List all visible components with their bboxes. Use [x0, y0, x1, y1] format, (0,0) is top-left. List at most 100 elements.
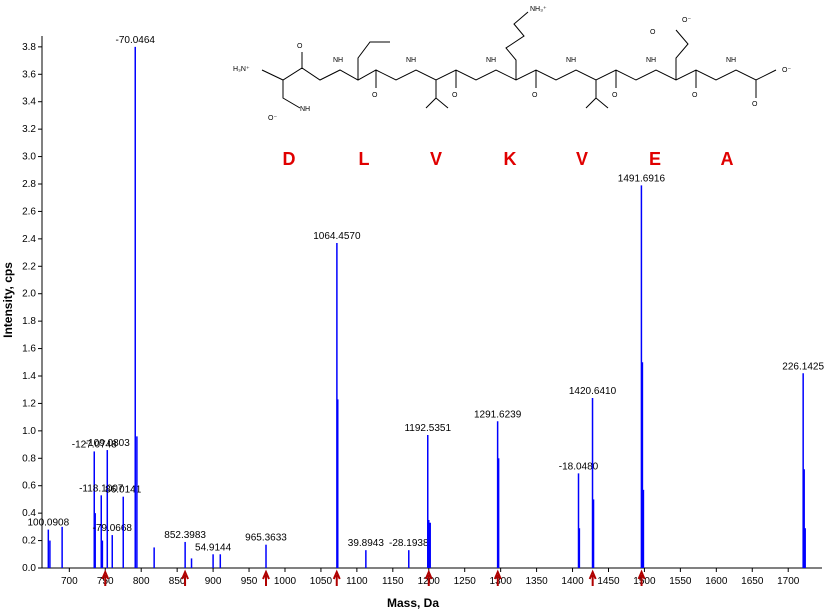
residue: D [283, 149, 296, 169]
atom-label: NH [566, 57, 576, 64]
x-tick-label: 1150 [382, 576, 404, 587]
residue: A [721, 149, 734, 169]
peak-label: 226.1425 [782, 361, 824, 372]
y-tick-label: 0.2 [22, 536, 36, 547]
x-tick-label: 1500 [633, 576, 656, 587]
x-tick-label: 1350 [525, 576, 548, 587]
peak-label: 1064.4570 [313, 231, 361, 242]
y-tick-label: 0.8 [22, 453, 36, 464]
atom-label: O [452, 92, 458, 99]
y-tick-label: 0.0 [22, 563, 36, 574]
x-tick-label: 900 [205, 576, 222, 587]
x-tick-label: 1650 [741, 576, 764, 587]
x-tick-label: 1400 [561, 576, 584, 587]
y-tick-label: 2.0 [22, 289, 36, 300]
x-tick-label: 700 [61, 576, 78, 587]
y-tick-label: 3.8 [22, 42, 36, 53]
atom-label: H₃N⁺ [233, 66, 250, 73]
y-tick-label: 1.4 [22, 371, 36, 382]
atom-label: O⁻ [782, 67, 791, 74]
marker-arrow [588, 569, 597, 586]
y-tick-label: 0.6 [22, 481, 36, 492]
x-tick-label: 1600 [705, 576, 728, 587]
x-tick-label: 1300 [490, 576, 513, 587]
side-chain [282, 80, 301, 109]
atom-label: NH [726, 57, 736, 64]
atom-label: NH [300, 106, 310, 113]
atom-label: NH [333, 57, 343, 64]
x-axis-label: Mass, Da [387, 596, 439, 610]
residue-letters: D L V K V E A [283, 149, 734, 169]
side-chain [585, 80, 609, 109]
peak-label: -109.0803 [85, 438, 130, 449]
x-tick-label: 1450 [597, 576, 620, 587]
peak-label: 852.3983 [164, 530, 206, 541]
atom-label: O [692, 92, 698, 99]
peak-label: -18.0480 [559, 461, 599, 472]
peak-label: 965.3633 [245, 533, 287, 544]
peak-label: 86.0141 [105, 485, 142, 496]
y-tick-label: 1.6 [22, 344, 36, 355]
residue: V [430, 149, 442, 169]
atom-label: O⁻ [268, 115, 277, 122]
x-tick-label: 1050 [310, 576, 333, 587]
peak-label: 100.0908 [27, 518, 69, 529]
y-axis-label: Intensity, cps [1, 262, 15, 338]
marker-arrow [332, 569, 341, 586]
residue: L [359, 149, 370, 169]
residue: E [649, 149, 661, 169]
side-chain [425, 80, 449, 109]
y-tick-label: 3.0 [22, 152, 36, 163]
peak-label: 1491.6916 [618, 173, 666, 184]
x-tick-label: 800 [133, 576, 150, 587]
peak-label: -127.0748 [72, 439, 117, 450]
atom-label: O [752, 101, 758, 108]
marker-arrow [637, 569, 646, 586]
peak-label: 1291.6239 [474, 409, 522, 420]
atom-label: O⁻ [682, 17, 691, 24]
y-tick-label: 3.2 [22, 124, 36, 135]
atom-label: NH [406, 57, 416, 64]
y-tick-label: 1.8 [22, 316, 36, 327]
y-tick-label: 2.6 [22, 206, 36, 217]
marker-arrow [181, 569, 189, 586]
atom-label: NH [646, 57, 656, 64]
atom-label: O [297, 43, 303, 50]
residue: V [576, 149, 588, 169]
peak-label: 39.8943 [348, 538, 385, 549]
peak-label: -70.0464 [115, 35, 155, 46]
y-tick-label: 2.2 [22, 261, 36, 272]
peak-label: -118.1007 [79, 483, 124, 494]
peak-label: -28.1938 [389, 538, 429, 549]
atom-label: O [612, 92, 618, 99]
y-tick-label: 1.0 [22, 426, 36, 437]
x-tick-label: 1000 [274, 576, 297, 587]
marker-arrow [101, 569, 110, 586]
y-tick-label: 2.4 [22, 234, 36, 245]
backbone [261, 67, 777, 81]
residue: K [504, 149, 517, 169]
peak-label: -79.0668 [92, 523, 132, 534]
peak-label: 1192.5351 [404, 423, 451, 434]
marker-arrow [493, 569, 502, 586]
y-tick-label: 0.4 [22, 508, 36, 519]
y-tick-label: 1.2 [22, 398, 36, 409]
side-chain [675, 29, 689, 80]
atom-label: NH₃⁺ [530, 6, 547, 13]
atom-label: O [532, 92, 538, 99]
y-tick-label: 2.8 [22, 179, 36, 190]
molecule: H₃N⁺ O⁻ NH O NH O NH O NH₃⁺ NH O NH O NH… [233, 6, 791, 122]
side-chain [505, 11, 529, 80]
peak-label: 54.9144 [195, 542, 232, 553]
atom-label: O [650, 29, 656, 36]
side-chain [357, 41, 390, 80]
y-tick-label: 3.4 [22, 97, 36, 108]
peak-label: 1420.6410 [569, 386, 617, 397]
x-tick-label: 1550 [669, 576, 692, 587]
atom-label: O [372, 92, 378, 99]
marker-arrow [424, 569, 433, 586]
x-tick-label: 1100 [346, 576, 368, 587]
x-tick-label: 950 [241, 576, 258, 587]
x-tick-label: 850 [169, 576, 186, 587]
